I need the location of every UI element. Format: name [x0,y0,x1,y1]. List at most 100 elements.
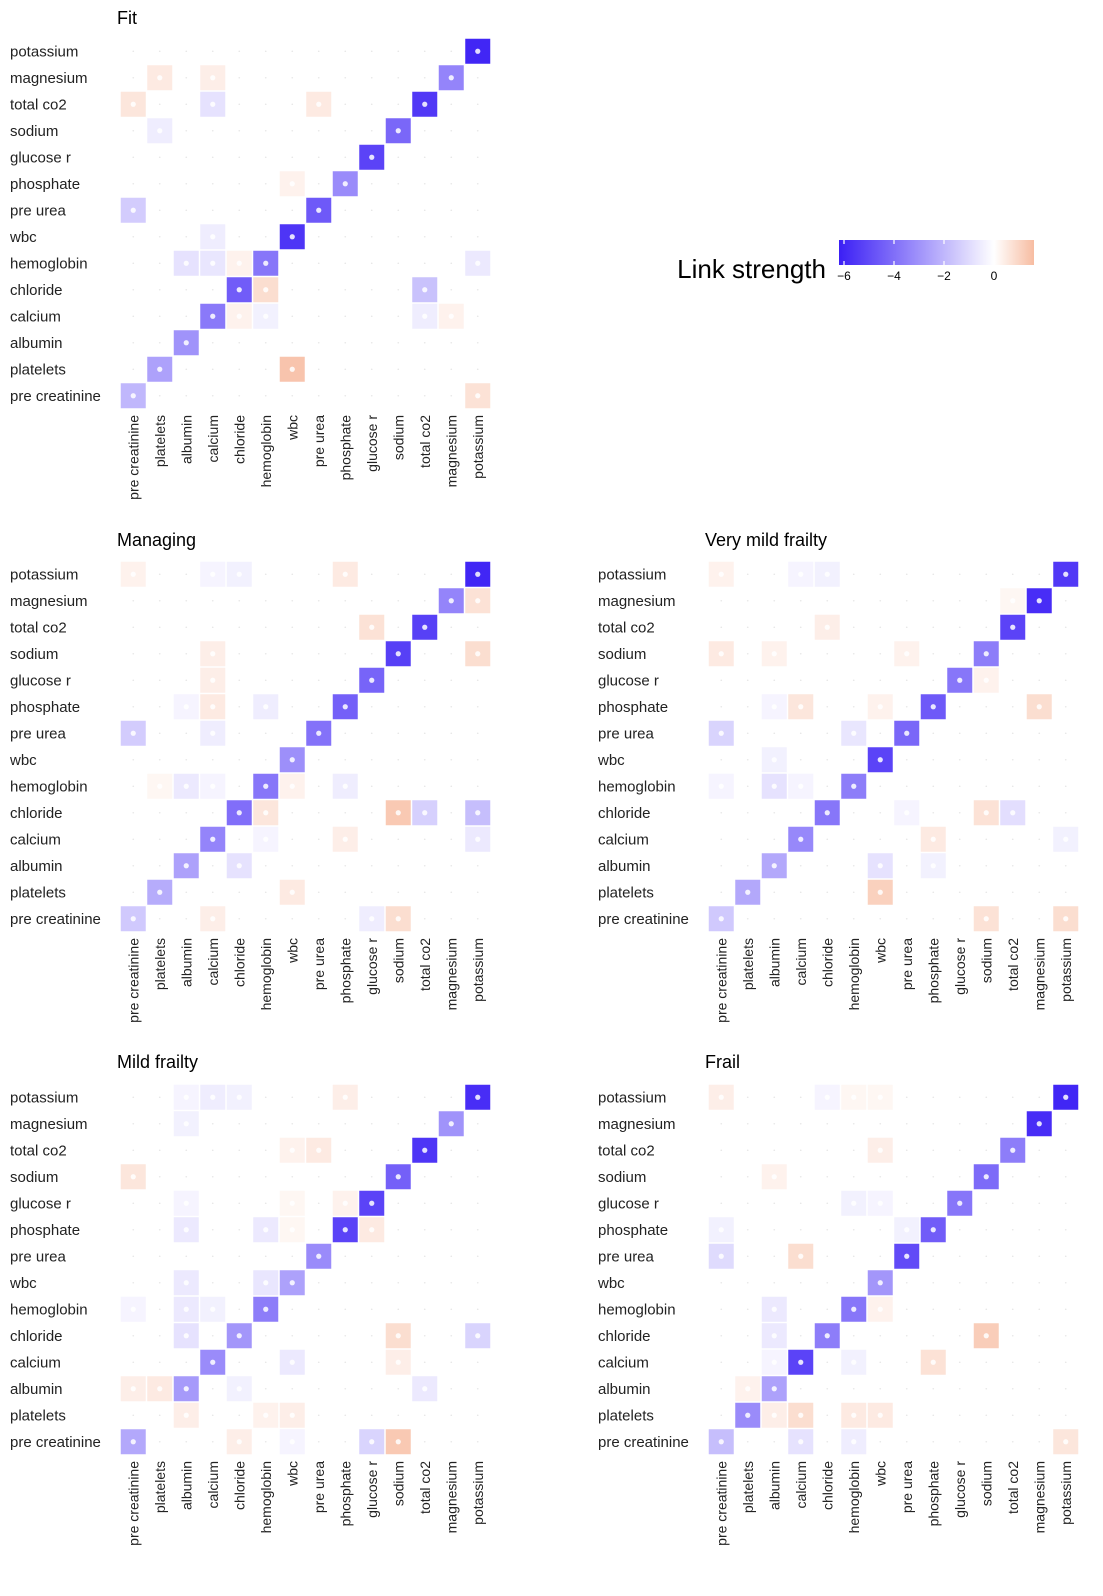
cell-dot [289,181,295,187]
grid-dot [773,732,776,735]
grid-dot [344,1414,347,1417]
grid-dot [1064,891,1067,894]
cell-dot [342,1094,348,1100]
grid-dot [879,626,882,629]
grid-dot [370,785,373,788]
grid-dot [985,1281,988,1284]
y-tick-label: total co2 [10,619,67,636]
grid-dot [185,394,188,397]
cell-dot [157,1386,163,1392]
grid-dot [905,1387,908,1390]
grid-dot [370,1308,373,1311]
grid-dot [476,1228,479,1231]
grid-dot [879,917,882,920]
grid-dot [826,1122,829,1125]
grid-dot [264,50,267,53]
grid-dot [476,732,479,735]
grid-dot [1038,573,1041,576]
grid-dot [185,758,188,761]
grid-dot [450,156,453,159]
cell-dot [904,1253,910,1259]
grid-dot [317,811,320,814]
grid-dot [476,1175,479,1178]
grid-dot [211,891,214,894]
grid-dot [291,1387,294,1390]
cell-dot [263,287,269,293]
grid-dot [746,864,749,867]
grid-dot [1038,758,1041,761]
grid-dot [1064,1414,1067,1417]
cell-dot [183,704,189,710]
panel-fit: Fit pre creatinine platelets albumin calcium… [9,8,491,500]
grid-dot [344,394,347,397]
cell-dot [1063,1439,1069,1445]
grid-dot [985,732,988,735]
grid-dot [291,103,294,106]
grid-dot [826,1387,829,1390]
cell-dot [342,571,348,577]
grid-dot [264,156,267,159]
grid-dot [476,341,479,344]
y-tick-label: albumin [10,858,63,875]
grid-dot [985,1361,988,1364]
grid-dot [264,732,267,735]
grid-dot [158,1096,161,1099]
grid-dot [158,811,161,814]
grid-dot [450,288,453,291]
grid-dot [132,599,135,602]
x-tick-label: sodium [390,938,406,983]
cell-dot [342,1227,348,1233]
y-tick-label: total co2 [10,96,67,113]
grid-dot [211,1440,214,1443]
grid-dot [476,891,479,894]
x-tick-label: pre urea [311,938,327,990]
x-tick-label: potassium [470,1461,486,1525]
grid-dot [211,1202,214,1205]
cell-dot [210,1306,216,1312]
grid-dot [264,1122,267,1125]
grid-dot [746,1281,749,1284]
x-tick-label: albumin [178,938,194,987]
cell-dot [210,677,216,683]
grid-dot [720,679,723,682]
cell-dot [475,48,481,54]
cell-dot [263,313,269,319]
grid-dot [344,235,347,238]
grid-dot [826,1255,829,1258]
grid-dot [958,1228,961,1231]
cell-dot [983,677,989,683]
grid-dot [370,1096,373,1099]
legend-title: Link strength [677,254,826,284]
grid-dot [211,1387,214,1390]
x-tick-label: sodium [390,415,406,460]
grid-dot [185,838,188,841]
grid-dot [826,838,829,841]
cell-dot [369,1227,375,1233]
grid-dot [932,758,935,761]
grid-dot [932,679,935,682]
grid-dot [264,917,267,920]
grid-dot [158,917,161,920]
grid-dot [264,626,267,629]
grid-dot [397,288,400,291]
y-tick-label: chloride [10,282,63,299]
grid-dot [238,235,241,238]
cell-dot [210,704,216,710]
grid-dot [826,1149,829,1152]
grid-dot [958,1122,961,1125]
grid-dot [958,838,961,841]
grid-dot [158,679,161,682]
grid-dot [397,235,400,238]
grid-dot [476,864,479,867]
grid-dot [291,1255,294,1258]
grid-dot [985,599,988,602]
x-tick-label: chloride [231,1461,247,1510]
x-tick-label: sodium [390,1461,406,1506]
cell-dot [395,916,401,922]
grid-dot [132,1228,135,1231]
grid-dot [291,315,294,318]
grid-dot [773,1281,776,1284]
cell-dot [771,704,777,710]
grid-dot [344,1175,347,1178]
grid-dot [132,1149,135,1152]
